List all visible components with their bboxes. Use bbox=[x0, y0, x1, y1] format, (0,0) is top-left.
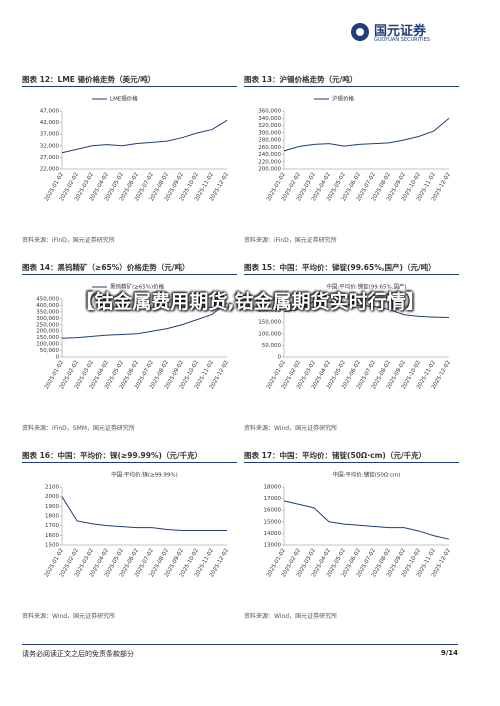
y-tick-label: 50,000 bbox=[40, 348, 60, 354]
y-tick-label: 200,000 bbox=[36, 329, 59, 335]
y-tick-label: 0 bbox=[56, 355, 60, 361]
footer-disclaimer: 请务必阅读正文之后的免责条款部分 bbox=[22, 650, 134, 658]
y-tick-label: 240,000 bbox=[258, 152, 281, 158]
brand-en: GUOYUAN SECURITIES bbox=[374, 37, 430, 43]
chart-title: 中国:平均价:锑锭(99.65%,国产) bbox=[326, 283, 406, 291]
y-tick-label: 42,000 bbox=[40, 120, 60, 126]
figure: 图表 16：中国：平均价：铼(≥99.99%)（元/千克） 1500 1600 170… bbox=[22, 450, 237, 630]
chart: 1300014000150001600017000180002025-01-02… bbox=[264, 471, 453, 579]
footer-page: 9/14 bbox=[440, 649, 458, 657]
y-tick-label: 37,000 bbox=[40, 132, 60, 138]
figure-title: 图表 15：中国：平均价：锑锭(99.65%,国产)（元/吨） bbox=[244, 263, 436, 272]
figure-source: 资料来源：Wind，国元证券研究所 bbox=[244, 613, 338, 620]
chart: 15001600170018001900200021002025-01-0220… bbox=[44, 471, 230, 579]
data-line bbox=[61, 119, 228, 154]
title-rule bbox=[22, 86, 237, 87]
title-rule bbox=[244, 274, 459, 275]
chart-title: 中国:平均价:锗锭(50Ω·cm) bbox=[333, 471, 401, 479]
chart-title: 中国:平均价:铼(≥99.99%) bbox=[111, 471, 178, 479]
y-tick-label: 1700 bbox=[45, 523, 59, 529]
data-line bbox=[283, 117, 450, 152]
y-tick-label: 27,000 bbox=[40, 155, 60, 161]
y-tick-label: 0 bbox=[278, 355, 282, 361]
y-tick-label: 50,000 bbox=[262, 343, 282, 349]
data-line bbox=[61, 302, 228, 339]
figure-source: 资料来源：iFinD，国元证券研究所 bbox=[244, 237, 337, 244]
y-tick-label: 320,000 bbox=[258, 123, 281, 129]
legend-label: 黑钨精矿(≥65%)价格 bbox=[110, 283, 165, 291]
y-tick-label: 200,000 bbox=[258, 308, 281, 314]
chart: 050,000100,000150,000200,000250,0002025-… bbox=[258, 283, 452, 391]
y-tick-label: 1500 bbox=[45, 543, 59, 549]
y-tick-label: 280,000 bbox=[258, 138, 281, 144]
figure-title: 图表 16：中国：平均价：铼(≥99.99%)（元/千克） bbox=[22, 451, 203, 460]
y-tick-label: 250,000 bbox=[36, 322, 59, 328]
y-tick-label: 1900 bbox=[45, 504, 59, 510]
chart: 22,00027,00032,00037,00042,00047,0002025… bbox=[40, 95, 230, 203]
y-tick-label: 1600 bbox=[45, 533, 59, 539]
figure-title: 图表 17：中国：平均价：锗锭(50Ω·cm)（元/千克） bbox=[244, 451, 427, 460]
data-line bbox=[61, 496, 227, 531]
title-rule bbox=[22, 274, 237, 275]
figure-source: 资料来源：iFinD，SMM，国元证券研究所 bbox=[22, 425, 135, 432]
y-tick-label: 250,000 bbox=[258, 297, 281, 303]
y-tick-label: 2100 bbox=[45, 485, 59, 491]
figure-title: 图表 14：黑钨精矿（≥65%）价格走势（元/吨） bbox=[22, 263, 190, 272]
y-tick-label: 300,000 bbox=[258, 130, 281, 136]
chart: 050,000100,000150,000200,000250,000300,0… bbox=[36, 283, 230, 391]
title-rule bbox=[244, 462, 459, 463]
y-tick-label: 150,000 bbox=[36, 335, 59, 341]
figure: 图表 14：黑钨精矿（≥65%）价格走势（元/吨） 0 50,000 100,000 1… bbox=[22, 262, 237, 442]
title-rule bbox=[244, 86, 459, 87]
logo bbox=[351, 23, 369, 41]
title-rule bbox=[22, 462, 237, 463]
y-tick-label: 450,000 bbox=[36, 297, 59, 303]
figure-source: 资料来源：Wind，国元证券研究所 bbox=[244, 425, 338, 432]
y-tick-label: 200,000 bbox=[258, 167, 281, 173]
y-tick-label: 13000 bbox=[264, 543, 282, 549]
banner: 【钴金属费用期货,钴金属期货实时行情】 bbox=[75, 291, 425, 313]
y-tick-label: 100,000 bbox=[258, 331, 281, 337]
y-tick-label: 1800 bbox=[45, 514, 59, 520]
header: 国元证券 GUOYUAN SECURITIES bbox=[350, 20, 470, 50]
figure: 图表 15：中国：平均价：锑锭(99.65%,国产)（元/吨） 0 50,000 10… bbox=[244, 262, 459, 442]
y-tick-label: 150,000 bbox=[258, 320, 281, 326]
y-tick-label: 14000 bbox=[264, 531, 282, 537]
y-tick-label: 2000 bbox=[45, 494, 59, 500]
y-tick-label: 47,000 bbox=[40, 109, 60, 115]
y-tick-label: 18000 bbox=[264, 485, 282, 491]
y-tick-label: 32,000 bbox=[40, 143, 60, 149]
figure-source: 资料来源：iFinD，国元证券研究所 bbox=[22, 237, 115, 244]
y-tick-label: 260,000 bbox=[258, 145, 281, 151]
figure: 图表 13：沪锡价格走势（元/吨） 200,000 220,000 240,000 26… bbox=[244, 74, 459, 254]
y-tick-label: 16000 bbox=[264, 508, 282, 514]
figure: 图表 17：中国：平均价：锗锭(50Ω·cm)（元/千克） 13000 14000 1… bbox=[244, 450, 459, 630]
y-tick-label: 15000 bbox=[264, 519, 282, 525]
legend-label: 沪锡价格 bbox=[332, 95, 355, 103]
y-tick-label: 340,000 bbox=[258, 116, 281, 122]
y-tick-label: 220,000 bbox=[258, 159, 281, 165]
data-line bbox=[283, 300, 450, 319]
figure: 图表 12：LME 锡价格走势（美元/吨） 22,000 27,000 32,000 3… bbox=[22, 74, 237, 254]
footer-rule bbox=[22, 644, 458, 645]
brand: 国元证券 bbox=[374, 24, 427, 39]
y-tick-label: 22,000 bbox=[40, 167, 60, 173]
y-tick-label: 400,000 bbox=[36, 303, 59, 309]
figure-title: 图表 13：沪锡价格走势（元/吨） bbox=[244, 75, 358, 84]
legend-label: LME锡价格 bbox=[110, 95, 138, 103]
y-tick-label: 300,000 bbox=[36, 316, 59, 322]
y-tick-label: 350,000 bbox=[36, 309, 59, 315]
figure-title: 图表 12：LME 锡价格走势（美元/吨） bbox=[22, 75, 156, 84]
data-line bbox=[283, 500, 450, 540]
y-tick-label: 17000 bbox=[264, 496, 282, 502]
figure-source: 资料来源：Wind，国元证券研究所 bbox=[22, 613, 116, 620]
y-tick-label: 100,000 bbox=[36, 342, 59, 348]
y-tick-label: 360,000 bbox=[258, 109, 281, 115]
